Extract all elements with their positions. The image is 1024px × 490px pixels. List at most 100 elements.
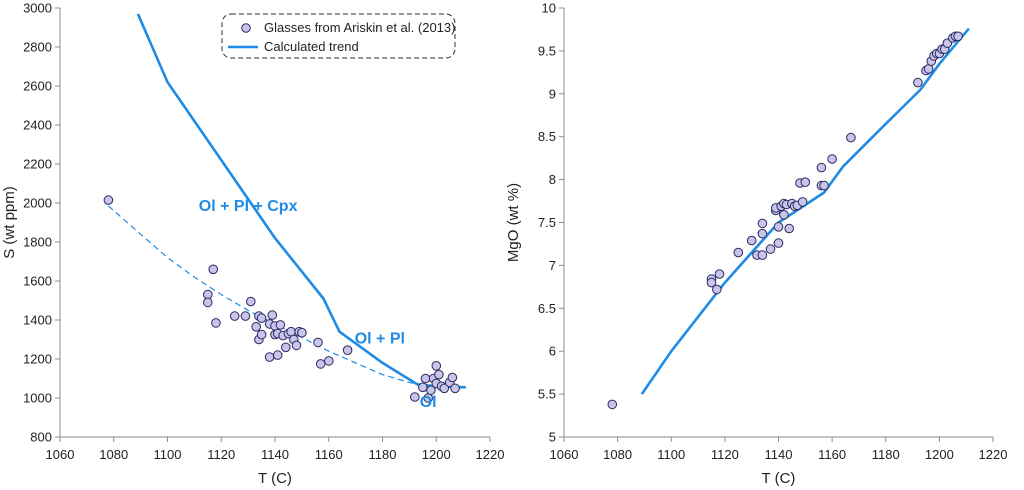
x-tick-label: 1140 bbox=[261, 447, 289, 462]
glass-data-point bbox=[431, 361, 442, 371]
y-tick-label: 2600 bbox=[23, 79, 52, 94]
x-tick-label: 1080 bbox=[99, 447, 128, 462]
y-tick-label: 2000 bbox=[23, 196, 52, 211]
s-vs-temperature-chart: 1060 1080 1100 1120 1140 1160 1180 1200 1220 800 1… bbox=[1, 1, 504, 488]
y-tick-label: 8 bbox=[549, 172, 556, 187]
glass-data-point bbox=[410, 392, 420, 402]
y-tick-label: 1400 bbox=[23, 313, 52, 328]
y-tick-label: 800 bbox=[30, 430, 52, 445]
glass-data-point bbox=[439, 383, 450, 394]
glass-data-point bbox=[827, 154, 837, 164]
glass-data-point bbox=[426, 385, 436, 396]
glass-data-point bbox=[246, 296, 256, 307]
glass-data-point bbox=[103, 195, 114, 205]
glass-data-point bbox=[746, 235, 757, 246]
glass-data-point bbox=[765, 244, 776, 254]
glass-data-point bbox=[251, 322, 262, 332]
y-tick-label: 2800 bbox=[23, 40, 52, 55]
y-tick-label: 5.5 bbox=[538, 387, 556, 402]
y-tick-label: 7 bbox=[549, 258, 556, 273]
glass-data-point bbox=[281, 342, 291, 353]
glass-data-point bbox=[291, 340, 302, 351]
glass-data-point bbox=[203, 297, 213, 308]
y-tick-label: 6.5 bbox=[538, 301, 556, 316]
glass-data-point bbox=[286, 326, 296, 337]
glass-data-point bbox=[714, 269, 725, 279]
x-tick-label: 1200 bbox=[925, 447, 954, 462]
x-tick-label: 1100 bbox=[657, 447, 685, 462]
legend-marker-glasses bbox=[241, 23, 251, 33]
x-tick-label: 1120 bbox=[207, 447, 235, 462]
glass-data-point bbox=[434, 369, 444, 380]
glass-data-point bbox=[757, 228, 768, 239]
glass-data-point bbox=[208, 264, 218, 275]
glass-data-point bbox=[773, 222, 784, 232]
glass-data-point bbox=[297, 327, 307, 338]
y-tick-label: 1600 bbox=[23, 274, 52, 289]
y-tick-label: 1000 bbox=[23, 391, 52, 406]
glass-data-point bbox=[313, 337, 323, 348]
x-tick-label: 1220 bbox=[979, 447, 1008, 462]
glass-data-point bbox=[275, 320, 286, 330]
glass-data-point bbox=[607, 399, 618, 410]
x-tick-label: 1160 bbox=[818, 447, 846, 462]
legend-box bbox=[221, 13, 456, 59]
x-tick-label: 1140 bbox=[765, 447, 793, 462]
glass-data-point bbox=[816, 162, 827, 173]
y-tick-label: 7.5 bbox=[538, 215, 556, 230]
glass-data-point bbox=[913, 77, 923, 88]
y-tick-label: 9.5 bbox=[538, 43, 556, 58]
glass-data-point bbox=[240, 311, 251, 321]
glass-data-point bbox=[256, 329, 267, 340]
glass-data-point bbox=[256, 313, 267, 323]
x-tick-label: 1200 bbox=[422, 447, 451, 462]
glass-data-point bbox=[800, 177, 811, 187]
glass-data-point bbox=[229, 311, 240, 321]
glass-data-point bbox=[267, 310, 278, 320]
y-tick-label: 1200 bbox=[23, 352, 52, 367]
y-axis-label: S (wt ppm) bbox=[1, 186, 18, 259]
glass-data-point bbox=[784, 223, 795, 234]
field-annotation: Ol + Pl bbox=[355, 330, 405, 347]
legend-label-glasses: Glasses from Ariskin et al. (2013) bbox=[264, 20, 455, 35]
glass-data-point bbox=[712, 284, 722, 295]
glass-data-point bbox=[733, 247, 744, 258]
y-tick-label: 10 bbox=[542, 1, 556, 16]
x-axis-label: T (C) bbox=[762, 470, 796, 487]
glass-data-point bbox=[324, 356, 334, 366]
glass-data-point bbox=[315, 359, 326, 369]
x-tick-label: 1180 bbox=[369, 447, 397, 462]
x-axis-label: T (C) bbox=[258, 470, 292, 487]
mgo-vs-temperature-chart: 1060 1080 1100 1120 1140 1160 1180 1200 1220 5 5.5… bbox=[505, 1, 1007, 488]
glass-data-point bbox=[797, 197, 808, 207]
x-tick-label: 1060 bbox=[46, 447, 75, 462]
x-tick-label: 1120 bbox=[711, 447, 739, 462]
y-tick-label: 2200 bbox=[23, 157, 52, 172]
y-tick-label: 6 bbox=[549, 344, 556, 359]
x-tick-label: 1100 bbox=[154, 447, 182, 462]
x-tick-label: 1160 bbox=[315, 447, 343, 462]
legend-label-trend: Calculated trend bbox=[264, 39, 359, 54]
x-tick-label: 1060 bbox=[550, 447, 579, 462]
y-tick-label: 5 bbox=[549, 430, 556, 445]
glass-data-point bbox=[272, 350, 283, 360]
glass-data-point bbox=[342, 345, 353, 356]
x-tick-label: 1080 bbox=[603, 447, 632, 462]
glass-data-point bbox=[779, 210, 789, 220]
y-tick-label: 2400 bbox=[23, 118, 52, 133]
glass-data-point bbox=[953, 31, 963, 42]
glass-data-point bbox=[211, 318, 221, 328]
legend: Glasses from Ariskin et al. (2013) Calcul… bbox=[221, 13, 456, 59]
x-tick-label: 1180 bbox=[872, 447, 900, 462]
glass-data-point bbox=[264, 352, 275, 362]
glass-data-point bbox=[846, 132, 856, 143]
glass-data-point bbox=[420, 373, 431, 384]
glass-data-point bbox=[773, 238, 784, 248]
y-tick-label: 9 bbox=[549, 86, 556, 101]
glass-data-point bbox=[757, 250, 768, 260]
x-tick-label: 1220 bbox=[476, 447, 505, 462]
glass-data-point bbox=[418, 382, 428, 393]
y-tick-label: 8.5 bbox=[538, 129, 556, 144]
y-tick-label: 1800 bbox=[23, 235, 52, 250]
y-axis-label: MgO (wt %) bbox=[505, 183, 522, 262]
